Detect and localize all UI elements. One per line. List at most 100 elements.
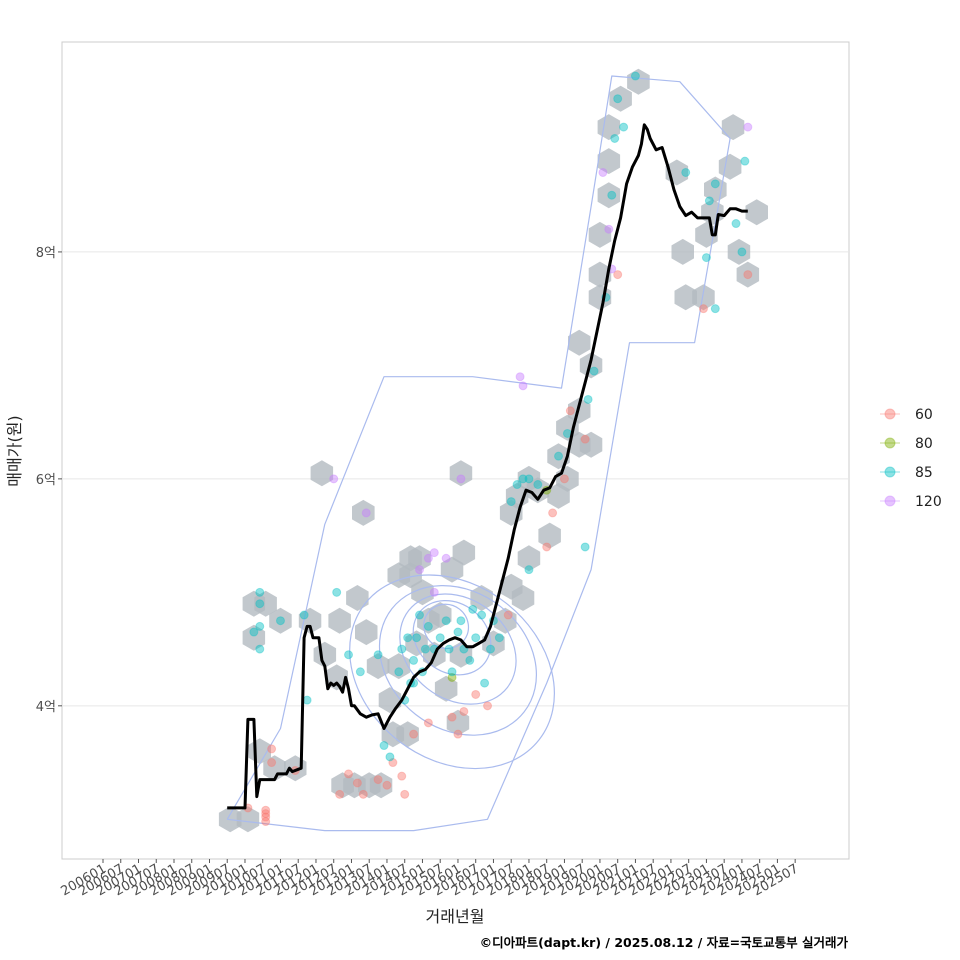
data-point	[630, 71, 640, 81]
hexbin	[408, 545, 431, 572]
data-point	[710, 304, 720, 314]
data-point	[589, 366, 599, 376]
data-point	[412, 633, 422, 643]
data-point	[441, 553, 451, 563]
data-point	[580, 542, 590, 552]
trend-line-layer	[227, 123, 748, 810]
data-point	[447, 667, 457, 677]
hexbin	[568, 329, 591, 356]
y-tick-label: 8억	[36, 246, 56, 261]
data-point	[743, 122, 753, 132]
data-point	[299, 610, 309, 620]
hexbin	[526, 477, 550, 504]
data-point	[441, 616, 451, 626]
data-point	[400, 789, 410, 799]
hexbin	[609, 85, 632, 112]
x-axis: 2006012006072007012007072008012008072009…	[59, 859, 801, 899]
data-point	[352, 778, 362, 788]
density-contour	[378, 585, 538, 736]
hexbin	[328, 607, 351, 634]
hexbin	[511, 585, 535, 611]
hexbin	[736, 261, 760, 288]
data-point	[506, 497, 516, 507]
hexbin	[242, 624, 266, 651]
data-point	[302, 695, 312, 705]
hexbin	[346, 585, 369, 611]
data-point	[261, 805, 271, 815]
data-point	[512, 480, 522, 490]
data-point	[565, 406, 575, 416]
scatter-points-layer	[243, 71, 753, 827]
data-point	[361, 508, 371, 518]
data-point	[267, 758, 277, 768]
data-point	[701, 253, 711, 263]
hexbin	[597, 148, 621, 175]
data-point	[710, 179, 720, 189]
legend-key-dot	[884, 437, 896, 449]
data-point	[344, 769, 354, 779]
data-point	[385, 752, 395, 762]
data-point	[335, 789, 345, 799]
data-point	[471, 689, 481, 699]
data-point	[681, 167, 691, 177]
data-point	[394, 667, 404, 677]
data-point	[598, 167, 608, 177]
legend-key-dot	[884, 495, 896, 507]
density-contour	[423, 603, 470, 650]
data-point	[554, 451, 564, 461]
data-point	[388, 758, 398, 768]
hexbin	[429, 602, 452, 628]
data-point	[447, 672, 457, 682]
data-point	[261, 812, 271, 822]
density-contour	[349, 574, 555, 770]
y-axis-title: 매매가(원)	[5, 415, 24, 486]
legend-label: 85	[915, 465, 933, 481]
hexbin	[674, 284, 697, 311]
data-point	[494, 633, 504, 643]
hexbin	[236, 806, 260, 833]
data-point	[403, 633, 413, 643]
legend: 60 80 85 120	[880, 407, 942, 510]
hexbin	[482, 630, 505, 657]
hexbin	[597, 182, 621, 209]
data-point	[409, 729, 419, 739]
source-caption: ©디아파트(dapt.kr) / 2025.08.12 / 자료=국토교통부 실…	[480, 935, 849, 950]
hexbin	[452, 539, 476, 566]
data-point	[423, 718, 433, 728]
data-point	[613, 94, 623, 104]
data-point	[468, 604, 478, 614]
data-point	[344, 650, 354, 660]
data-point	[483, 701, 493, 711]
hexbin	[704, 176, 727, 203]
data-point	[373, 775, 383, 785]
hexbin	[446, 709, 470, 736]
data-point	[255, 621, 265, 631]
data-point	[267, 744, 277, 754]
data-point	[456, 616, 466, 626]
density-contour-outer	[226, 75, 731, 832]
hexbin	[449, 641, 473, 668]
data-point	[542, 542, 552, 552]
data-point	[444, 644, 454, 654]
trend-line	[227, 123, 748, 810]
data-point	[610, 133, 620, 143]
hexbin-layer	[218, 68, 768, 833]
data-point	[485, 644, 495, 654]
hexbin	[369, 772, 393, 799]
data-point	[515, 372, 525, 382]
data-point	[275, 616, 285, 626]
data-point	[397, 644, 407, 654]
hexbin	[579, 431, 603, 458]
data-point	[453, 627, 463, 637]
hexbin	[269, 607, 292, 634]
data-point	[429, 587, 439, 597]
y-tick-label: 4억	[36, 700, 56, 715]
data-point	[524, 565, 534, 575]
data-point	[698, 304, 708, 314]
y-tick-label: 6억	[36, 473, 56, 488]
data-point	[255, 644, 265, 654]
legend-key-dot	[884, 466, 896, 478]
data-point	[704, 196, 714, 206]
hexbin	[310, 460, 334, 487]
